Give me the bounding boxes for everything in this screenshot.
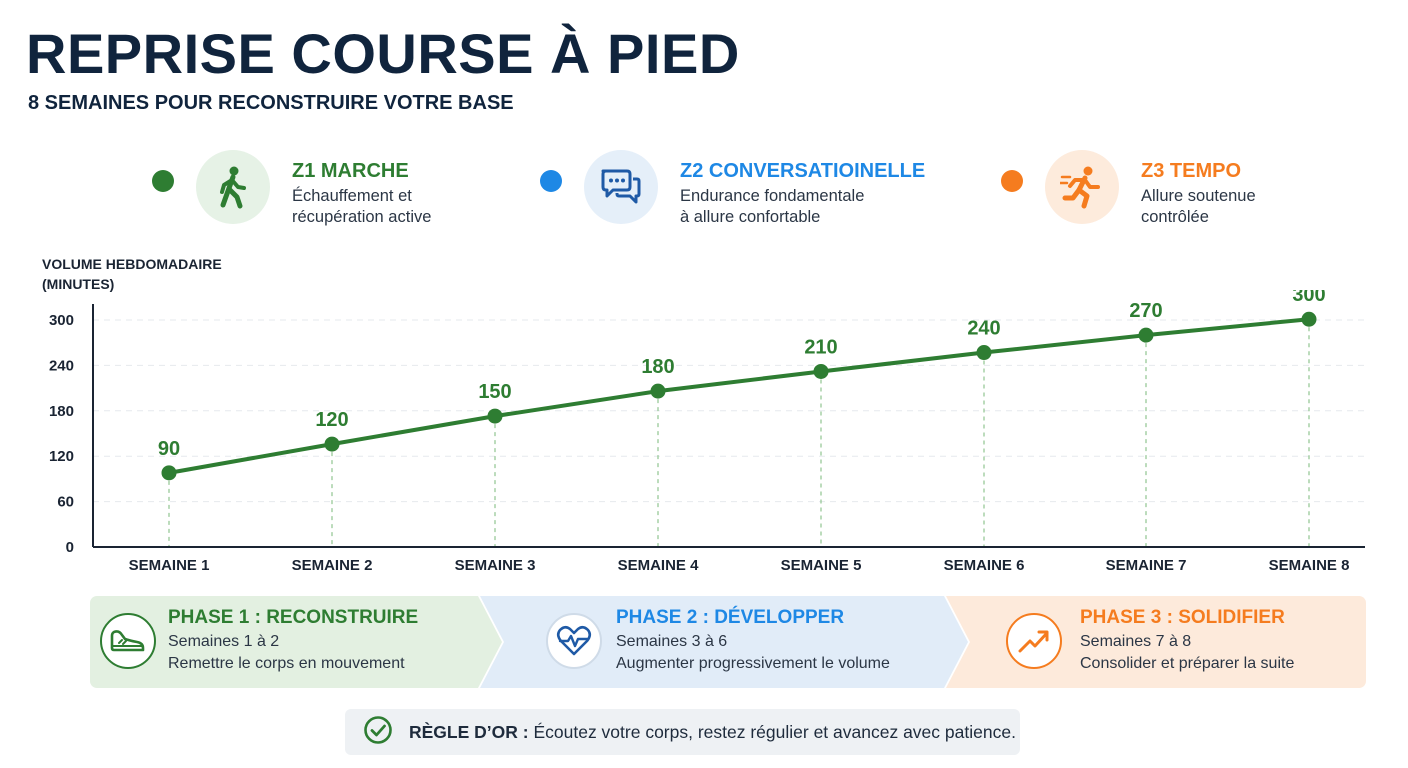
data-label: 210: [804, 336, 837, 358]
series-line: [167, 317, 1311, 475]
x-axis-ticks: SEMAINE 1 SEMAINE 2 SEMAINE 3 SEMAINE 4 SEMA…: [129, 557, 1350, 574]
zone-title: Z3 TEMPO: [1141, 160, 1242, 182]
chart-drop-lines: [168, 319, 1310, 547]
chart-grid: [93, 319, 1365, 503]
y-tick-label: 120: [49, 448, 74, 465]
data-point: [487, 408, 503, 424]
phase-3-card: PHASE 3 : SOLIDIFIER Semaines 7 à 8 Cons…: [946, 596, 1366, 688]
zone-dot: [540, 170, 562, 192]
phase-weeks: Semaines 3 à 6: [616, 633, 728, 650]
x-tick-label: SEMAINE 5: [781, 557, 862, 574]
check-circle-icon: [363, 715, 393, 750]
x-tick-label: SEMAINE 1: [129, 557, 210, 574]
data-label: 180: [641, 356, 674, 378]
x-tick-label: SEMAINE 7: [1106, 557, 1187, 574]
x-tick-label: SEMAINE 8: [1269, 557, 1350, 574]
page-title: REPRISE COURSE À PIED: [26, 22, 740, 85]
data-point: [161, 465, 177, 481]
y-axis-label: VOLUME HEBDOMADAIRE (MINUTES): [42, 256, 222, 292]
trend-up-icon: [1006, 613, 1062, 669]
x-tick-label: SEMAINE 3: [455, 557, 536, 574]
phase-description: Remettre le corps en mouvement: [168, 655, 405, 672]
y-tick-label: 240: [49, 357, 74, 374]
data-label: 240: [967, 318, 1000, 340]
phase-title: PHASE 3 : SOLIDIFIER: [1080, 607, 1285, 628]
zone-dot: [152, 170, 174, 192]
data-point: [976, 345, 992, 361]
data-point: [650, 383, 666, 399]
y-tick-label: 60: [57, 494, 74, 511]
chart-axes: [92, 304, 1365, 548]
running-icon: [1045, 150, 1119, 224]
x-tick-label: SEMAINE 4: [618, 557, 700, 574]
y-tick-label: 180: [49, 403, 74, 420]
zone-description: Allure soutenue contrôlée: [1141, 187, 1256, 226]
data-label: 300: [1292, 290, 1325, 306]
golden-rule-label: RÈGLE D’OR :: [409, 721, 529, 742]
x-tick-label: SEMAINE 6: [944, 557, 1025, 574]
y-axis-ticks: 0 60 120 180 240 300: [49, 312, 74, 556]
y-tick-label: 0: [66, 539, 74, 556]
zone-title: Z2 CONVERSATIOINELLE: [680, 160, 926, 182]
phases-banner: PHASE 1 : RECONSTRUIRE Semaines 1 à 2 Re…: [90, 596, 1366, 688]
chat-bubbles-icon: [584, 150, 658, 224]
golden-rule-text: RÈGLE D’OR : Écoutez votre corps, restez…: [409, 722, 1016, 743]
page-subtitle: 8 SEMAINES POUR RECONSTRUIRE VOTRE BASE: [28, 92, 514, 114]
zone-description: Échauffement et récupération active: [292, 187, 432, 226]
phase-description: Consolider et préparer la suite: [1080, 655, 1295, 672]
data-point: [1301, 311, 1317, 327]
data-label: 120: [315, 409, 348, 431]
running-shoe-icon: [100, 613, 156, 669]
x-tick-label: SEMAINE 2: [292, 557, 373, 574]
phase-weeks: Semaines 7 à 8: [1080, 633, 1192, 650]
heart-pulse-icon: [546, 613, 602, 669]
y-tick-label: 300: [49, 312, 74, 329]
data-label: 270: [1129, 300, 1162, 322]
data-label: 90: [158, 438, 180, 460]
data-point: [324, 436, 340, 452]
phase-weeks: Semaines 1 à 2: [168, 633, 280, 650]
zone-description: Endurance fondamentale à allure confortab…: [680, 187, 865, 226]
phase-1-card: PHASE 1 : RECONSTRUIRE Semaines 1 à 2 Re…: [90, 596, 502, 688]
phase-title: PHASE 2 : DÉVELOPPER: [616, 607, 845, 628]
data-point: [813, 363, 829, 379]
phase-title: PHASE 1 : RECONSTRUIRE: [168, 607, 419, 628]
zone-title: Z1 MARCHE: [292, 160, 409, 182]
golden-rule-banner: RÈGLE D’OR : Écoutez votre corps, restez…: [345, 709, 1020, 755]
phase-2-card: PHASE 2 : DÉVELOPPER Semaines 3 à 6 Augm…: [480, 596, 968, 688]
data-point: [1138, 327, 1154, 343]
phase-description: Augmenter progressivement le volume: [616, 655, 890, 672]
golden-rule-message: Écoutez votre corps, restez régulier et …: [528, 721, 1016, 742]
volume-series: [161, 311, 1317, 481]
data-labels: 90 120 150 180 210 240 270 300: [158, 290, 1326, 460]
zone-dot: [1001, 170, 1023, 192]
data-label: 150: [478, 381, 511, 403]
walking-icon: [196, 150, 270, 224]
